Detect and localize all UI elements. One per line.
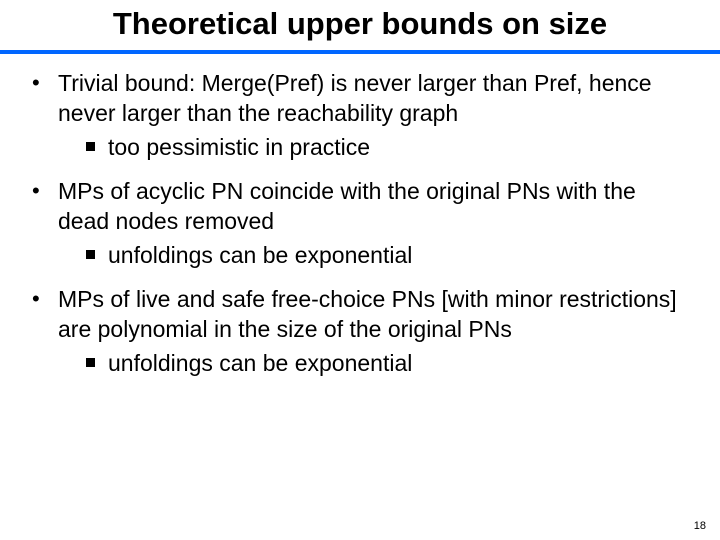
page-number: 18 xyxy=(694,520,706,532)
sub-bullet-item: unfoldings can be exponential xyxy=(86,348,690,378)
bullet-dot-icon: • xyxy=(30,284,58,314)
sub-bullet-text: unfoldings can be exponential xyxy=(108,240,412,270)
sub-bullet-text: too pessimistic in practice xyxy=(108,132,370,162)
title-underline xyxy=(0,50,720,54)
sub-bullet-item: too pessimistic in practice xyxy=(86,132,690,162)
square-bullet-icon xyxy=(86,240,108,259)
bullet-text: MPs of acyclic PN coincide with the orig… xyxy=(58,176,690,236)
bullet-item: • Trivial bound: Merge(Pref) is never la… xyxy=(30,68,690,128)
title-area: Theoretical upper bounds on size xyxy=(0,0,720,42)
slide: Theoretical upper bounds on size • Trivi… xyxy=(0,0,720,540)
slide-body: • Trivial bound: Merge(Pref) is never la… xyxy=(30,68,690,392)
sub-bullet-text: unfoldings can be exponential xyxy=(108,348,412,378)
bullet-item: • MPs of live and safe free-choice PNs [… xyxy=(30,284,690,344)
square-bullet-icon xyxy=(86,132,108,151)
bullet-item: • MPs of acyclic PN coincide with the or… xyxy=(30,176,690,236)
bullet-text: MPs of live and safe free-choice PNs [wi… xyxy=(58,284,690,344)
slide-title: Theoretical upper bounds on size xyxy=(113,6,607,41)
sub-bullet-item: unfoldings can be exponential xyxy=(86,240,690,270)
bullet-dot-icon: • xyxy=(30,176,58,206)
bullet-text: Trivial bound: Merge(Pref) is never larg… xyxy=(58,68,690,128)
bullet-dot-icon: • xyxy=(30,68,58,98)
square-bullet-icon xyxy=(86,348,108,367)
